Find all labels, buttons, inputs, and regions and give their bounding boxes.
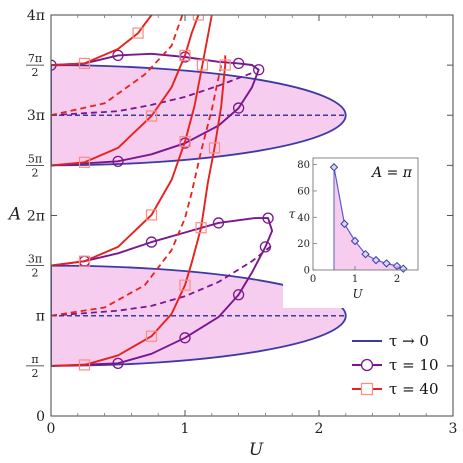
inset-x-tick-label-2: 2	[394, 274, 400, 285]
tau10-curve-lower	[51, 217, 274, 367]
tau40-upper-square-marker-3	[192, 15, 204, 21]
tau40-lower-b-square-marker-2	[179, 135, 191, 148]
inset-y-axis-title: τ	[289, 207, 296, 221]
tau10-upper-circle-marker-2	[232, 102, 245, 114]
y-tick-label-0: 0	[36, 409, 45, 425]
x-tick-label-1: 1	[181, 421, 190, 437]
legend-label-2: τ = 40	[389, 380, 439, 398]
inset-x-axis-title: U	[352, 287, 363, 301]
plot-area	[51, 15, 347, 371]
tau40-curve-upper-b	[51, 15, 153, 67]
tau40-lower-square-marker-3	[195, 222, 207, 234]
x-tick-label-0: 0	[47, 421, 56, 437]
tau40-upper-b-square-marker-0	[78, 57, 91, 69]
tau40-dashed-1	[51, 15, 184, 117]
tau40-lower-square-marker-2	[179, 279, 191, 291]
tau40-curve-lower-b	[51, 15, 213, 267]
tau40-upper-square-marker-1	[145, 110, 158, 122]
legend-circle-marker	[360, 358, 374, 372]
tau40-curve-lower	[51, 55, 227, 367]
inset-annotation: A = π	[370, 165, 413, 181]
y-tick-label-num-5: 5π	[28, 152, 42, 165]
inset-diamond-point-4	[371, 255, 381, 265]
tau10-lower-circle-marker-1	[179, 332, 191, 344]
tau40-lower-square-marker-4	[208, 142, 221, 154]
y-tick-label-num-1: π	[31, 353, 38, 366]
tau10-upper-circle-marker-0	[112, 155, 124, 167]
inset-x-tick-label-0: 0	[310, 274, 316, 285]
x-axis-title: U	[249, 440, 264, 460]
tau10-lower-circle-marker-2	[232, 289, 245, 301]
y-tick-label-6: 3π	[27, 108, 45, 124]
tau40-upper-square-marker-2	[179, 49, 191, 61]
inset-diamond-point-1	[340, 219, 349, 229]
y-tick-label-2: π	[36, 309, 45, 325]
y-tick-label-den-5: 2	[32, 166, 39, 179]
legend-label-0: τ → 0	[389, 332, 429, 350]
y-tick-label-8: 4π	[27, 8, 45, 24]
inset-diamond-point-2	[350, 236, 360, 246]
tau10-upper-circle-marker-6	[112, 49, 124, 62]
tau10-lower-circle-marker-3	[259, 241, 272, 253]
inset-diamond-point-0	[329, 163, 339, 172]
legend: τ → 0 τ = 10 τ = 40	[352, 332, 439, 398]
y-tick-label-den-7: 2	[32, 66, 39, 79]
tau40-lower-square-marker-0	[78, 359, 91, 371]
tau10-lower-circle-marker-6	[145, 236, 158, 248]
tau40-lower-square-marker-1	[145, 330, 158, 342]
inset-area-fill	[334, 167, 404, 270]
legend-square-marker	[360, 382, 374, 396]
tau10-curve-upper	[51, 52, 260, 167]
tau40-upper-square-marker-0	[78, 156, 91, 168]
inset-x-tick-label-1: 1	[352, 274, 358, 285]
inset-background	[283, 154, 428, 308]
y-tick-label-den-1: 2	[32, 367, 39, 380]
tau10-lower-circle-marker-5	[212, 217, 225, 229]
tau10-upper-circle-marker-3	[253, 64, 265, 76]
tau40-lower-b-square-marker-0	[78, 255, 91, 267]
tau10-dashed-upper	[51, 72, 253, 117]
y-tick-label-den-3: 2	[32, 267, 39, 280]
tau10-lower-circle-marker-4	[262, 212, 274, 224]
tau40-lower-b-square-marker-3	[196, 59, 209, 71]
tau10-dashed-lower	[51, 244, 273, 317]
inset-y-tick-label-4: 80	[297, 160, 310, 171]
x-tick-label-2: 2	[315, 421, 324, 437]
y-tick-label-num-7: 7π	[28, 52, 42, 65]
inset-diamond-point-3	[361, 249, 370, 259]
inset-y-tick-label-3: 60	[297, 186, 310, 197]
legend-label-1: τ = 10	[389, 356, 439, 374]
tau40-lower-square-marker-5	[219, 59, 231, 71]
y-tick-label-num-3: 3π	[28, 253, 42, 266]
y-axis-title: A	[7, 205, 21, 225]
x-tick-label-3: 3	[449, 421, 458, 437]
inset-diamond-point-5	[382, 259, 391, 268]
inset-frame	[312, 157, 419, 271]
inset-y-tick-label-1: 20	[297, 239, 310, 250]
tau40-upper-b-square-marker-1	[132, 27, 144, 39]
y-tick-label-4: 2π	[27, 208, 45, 224]
inset-y-tick-label-2: 40	[297, 213, 310, 224]
tau10-upper-circle-marker-4	[232, 57, 245, 70]
tau40-lower-b-square-marker-1	[145, 209, 158, 221]
tau10-lower-circle-marker-0	[112, 357, 124, 369]
inset-y-tick-label-0: 0	[304, 266, 310, 277]
